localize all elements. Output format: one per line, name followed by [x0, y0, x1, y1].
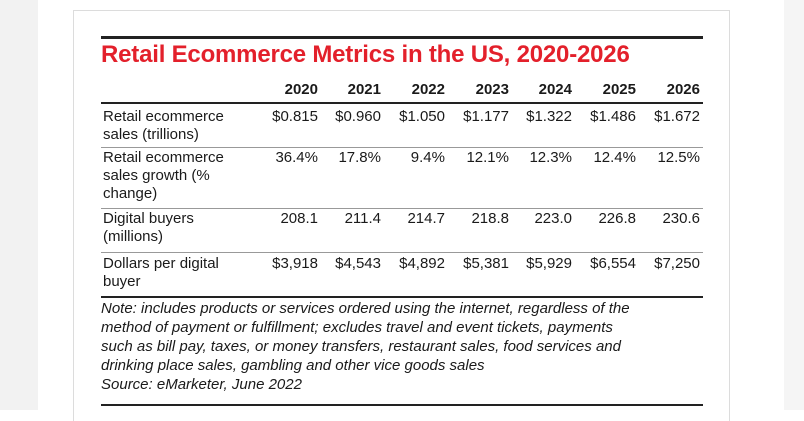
note-line: such as bill pay, taxes, or money transf… [101, 338, 621, 355]
row-label: Dollars per digital buyer [103, 255, 219, 290]
cell: $6,554 [590, 255, 636, 272]
cell: 12.4% [593, 149, 636, 166]
cell: $0.960 [335, 108, 381, 125]
cell: $1.672 [654, 108, 700, 125]
cell: $1.177 [463, 108, 509, 125]
cell: 36.4% [275, 149, 318, 166]
note-line: drinking place sales, gambling and other… [101, 357, 485, 374]
cell: 223.0 [534, 210, 572, 227]
card [73, 10, 730, 421]
column-header: 2022 [411, 81, 445, 98]
cell: 17.8% [338, 149, 381, 166]
column-header: 2024 [538, 81, 572, 98]
cell: $5,381 [463, 255, 509, 272]
note-line: method of payment or fulfillment; exclud… [101, 319, 613, 336]
cell: 208.1 [280, 210, 318, 227]
column-header: 2021 [347, 81, 381, 98]
cell: $4,543 [335, 255, 381, 272]
header-rule [101, 102, 703, 104]
source: Source: eMarketer, June 2022 [101, 376, 302, 393]
cell: $4,892 [399, 255, 445, 272]
cell: $1.050 [399, 108, 445, 125]
bottom-rule [101, 404, 703, 406]
row-label: Retail ecommerce sales (trillions) [103, 108, 224, 143]
side-panel [0, 0, 38, 410]
note-line: Note: includes products or services orde… [101, 300, 630, 317]
row-rule [101, 296, 703, 298]
cell: $1.322 [526, 108, 572, 125]
column-header: 2025 [602, 81, 636, 98]
cell: $7,250 [654, 255, 700, 272]
cell: $0.815 [272, 108, 318, 125]
row-rule [101, 208, 703, 209]
cell: 226.8 [598, 210, 636, 227]
column-header: 2026 [666, 81, 700, 98]
row-rule [101, 147, 703, 148]
cell: 214.7 [407, 210, 445, 227]
cell: $5,929 [526, 255, 572, 272]
top-rule [101, 36, 703, 39]
cell: $1.486 [590, 108, 636, 125]
column-header: 2020 [284, 81, 318, 98]
cell: 12.5% [657, 149, 700, 166]
cell: 211.4 [344, 210, 381, 227]
row-label: Retail ecommerce sales growth (% change) [103, 149, 224, 202]
cell: $3,918 [272, 255, 318, 272]
row-rule [101, 252, 703, 253]
scrollbar [784, 0, 804, 410]
cell: 12.1% [466, 149, 509, 166]
cell: 218.8 [471, 210, 509, 227]
cell: 230.6 [662, 210, 700, 227]
row-label: Digital buyers (millions) [103, 210, 194, 245]
cell: 9.4% [410, 149, 445, 166]
cell: 12.3% [529, 149, 572, 166]
column-header: 2023 [475, 81, 509, 98]
title: Retail Ecommerce Metrics in the US, 2020… [101, 41, 630, 68]
